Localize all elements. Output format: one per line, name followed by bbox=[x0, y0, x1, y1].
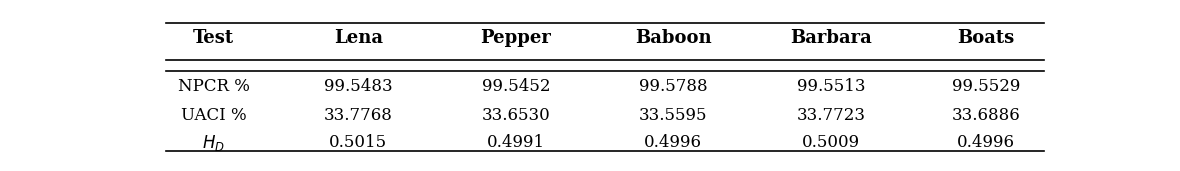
Text: 33.7768: 33.7768 bbox=[323, 107, 393, 124]
Text: 0.4991: 0.4991 bbox=[487, 134, 545, 152]
Text: UACI %: UACI % bbox=[181, 107, 247, 124]
Text: 99.5452: 99.5452 bbox=[481, 78, 550, 95]
Text: Pepper: Pepper bbox=[480, 29, 551, 47]
Text: 33.6886: 33.6886 bbox=[951, 107, 1021, 124]
Text: 99.5788: 99.5788 bbox=[640, 78, 708, 95]
Text: 0.5015: 0.5015 bbox=[329, 134, 387, 152]
Text: 33.6530: 33.6530 bbox=[481, 107, 550, 124]
Text: Baboon: Baboon bbox=[635, 29, 712, 47]
Text: 33.5595: 33.5595 bbox=[640, 107, 708, 124]
Text: Barbara: Barbara bbox=[789, 29, 872, 47]
Text: Boats: Boats bbox=[957, 29, 1015, 47]
Text: 99.5483: 99.5483 bbox=[324, 78, 393, 95]
Text: Test: Test bbox=[194, 29, 234, 47]
Text: 0.5009: 0.5009 bbox=[801, 134, 860, 152]
Text: NPCR %: NPCR % bbox=[178, 78, 249, 95]
Text: 33.7723: 33.7723 bbox=[796, 107, 865, 124]
Text: 99.5513: 99.5513 bbox=[796, 78, 865, 95]
Text: Lena: Lena bbox=[334, 29, 382, 47]
Text: 99.5529: 99.5529 bbox=[951, 78, 1020, 95]
Text: $H_D$: $H_D$ bbox=[202, 133, 225, 153]
Text: 0.4996: 0.4996 bbox=[957, 134, 1015, 152]
Text: 0.4996: 0.4996 bbox=[644, 134, 702, 152]
